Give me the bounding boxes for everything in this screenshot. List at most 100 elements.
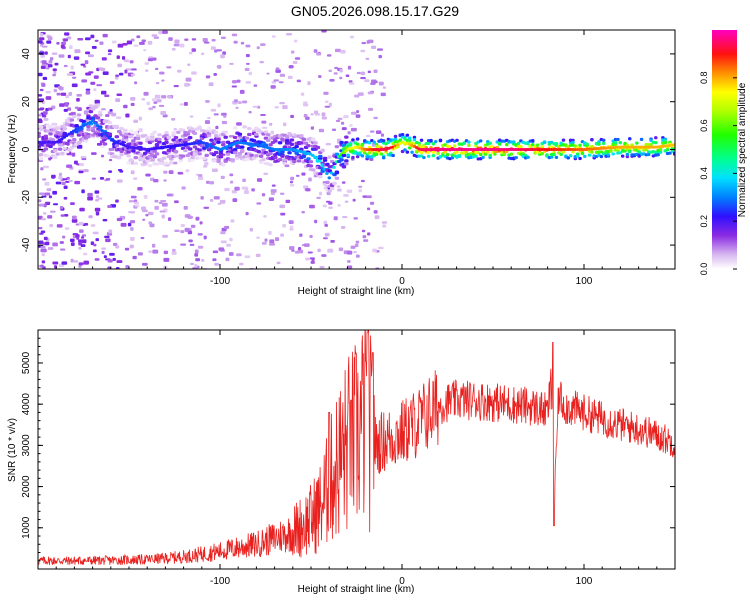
heatmap-cell — [225, 257, 230, 262]
heatmap-cell — [70, 242, 75, 246]
heatmap-cell — [270, 85, 276, 89]
heatmap-cell — [223, 135, 228, 139]
heatmap-cell — [101, 57, 107, 61]
heatmap-cell — [168, 217, 172, 221]
colorbar: 0.0 0.2 0.4 0.6 0.8 Normalized spectral ampl… — [699, 30, 748, 275]
heatmap-cell — [299, 134, 304, 138]
heatmap-cell — [217, 202, 222, 206]
heatmap-cell — [154, 142, 160, 147]
heatmap-cell — [260, 43, 266, 46]
heatmap-cell — [43, 212, 47, 215]
heatmap-cell — [202, 38, 208, 42]
heatmap-cell — [168, 157, 174, 161]
heatmap-cell — [119, 149, 124, 154]
heatmap-cell — [216, 49, 222, 52]
heatmap-cell — [285, 199, 291, 203]
heatmap-cell — [60, 151, 65, 155]
heatmap-cell — [367, 70, 371, 74]
heatmap-cell — [98, 113, 103, 117]
heatmap-cell — [44, 51, 48, 55]
heatmap-cell — [93, 88, 97, 92]
heatmap-cell — [163, 179, 167, 182]
heatmap-cell — [163, 257, 170, 262]
heatmap-cell — [148, 250, 152, 253]
heatmap-cell — [216, 158, 221, 162]
heatmap-cell — [168, 170, 174, 174]
heatmap-cell — [220, 240, 227, 244]
heatmap-cell — [625, 155, 630, 159]
heatmap-cell — [244, 157, 250, 162]
heatmap-cell — [188, 51, 193, 55]
heatmap-cell — [326, 54, 332, 57]
heatmap-cell — [83, 111, 89, 115]
heatmap-cell — [180, 230, 185, 234]
heatmap-cell — [320, 148, 325, 153]
heatmap-cell — [162, 234, 168, 238]
heatmap-cell — [601, 141, 606, 146]
heatmap-cell — [88, 71, 94, 74]
heatmap-cell — [116, 156, 122, 160]
heatmap-cell — [217, 103, 221, 108]
colorbar-tick-label: 0.0 — [699, 263, 709, 276]
heatmap-cell — [190, 155, 195, 160]
heatmap-cell — [55, 181, 62, 185]
heatmap-cell — [344, 200, 349, 203]
heatmap-cell — [346, 250, 353, 255]
heatmap-cell — [219, 199, 226, 204]
heatmap-cell — [288, 65, 294, 69]
heatmap-cell — [271, 81, 277, 84]
heatmap-cell — [331, 128, 337, 131]
heatmap-cell — [47, 36, 53, 41]
heatmap-cell — [109, 109, 113, 112]
heatmap-cell — [174, 39, 180, 44]
heatmap-cell — [334, 145, 340, 149]
heatmap-cell — [130, 170, 135, 175]
heatmap-cell — [321, 116, 327, 120]
heatmap-cell — [266, 133, 271, 137]
heatmap-cell — [149, 158, 155, 162]
heatmap-cell — [216, 137, 221, 142]
heatmap-cell — [211, 159, 217, 163]
heatmap-cell — [323, 91, 329, 95]
heatmap-cell — [135, 134, 141, 138]
heatmap-cell — [308, 160, 314, 164]
heatmap-cell — [218, 247, 225, 251]
heatmap-cell — [611, 152, 615, 156]
heatmap-cell — [270, 189, 277, 193]
heatmap-cell — [45, 154, 51, 158]
heatmap-cell — [152, 57, 157, 61]
heatmap-cell — [63, 108, 68, 112]
heatmap-cell — [45, 90, 51, 94]
heatmap-cell — [121, 56, 126, 60]
heatmap-cell — [145, 159, 150, 163]
heatmap-cell — [307, 81, 311, 86]
heatmap-cell — [44, 181, 50, 186]
heatmap-cell — [119, 126, 124, 131]
heatmap-cell — [431, 142, 436, 146]
heatmap-cell — [261, 193, 266, 197]
heatmap-cell — [237, 132, 243, 136]
heatmap-cell — [450, 156, 455, 160]
heatmap-cell — [107, 49, 113, 53]
x-tick-label: 100 — [576, 576, 593, 587]
heatmap-cell — [585, 142, 589, 146]
heatmap-cell — [481, 150, 485, 154]
heatmap-cell — [216, 65, 222, 69]
heatmap-cell — [334, 176, 340, 180]
heatmap-cell — [340, 121, 345, 125]
heatmap-cell — [115, 98, 121, 103]
heatmap-cell — [436, 151, 440, 156]
snr-xlabel: Height of straight line (km) — [298, 584, 415, 595]
heatmap-cell — [426, 141, 431, 146]
heatmap-cell — [107, 53, 112, 56]
heatmap-cell — [98, 110, 103, 114]
heatmap-cell — [371, 45, 377, 49]
heatmap-cell — [590, 150, 594, 154]
heatmap-cell — [60, 92, 67, 96]
heatmap-cell — [308, 177, 312, 182]
heatmap-cell — [221, 120, 228, 125]
heatmap-cell — [65, 94, 70, 99]
heatmap-cell — [128, 135, 134, 139]
heatmap-cell — [345, 74, 350, 77]
heatmap-cell — [303, 103, 309, 107]
